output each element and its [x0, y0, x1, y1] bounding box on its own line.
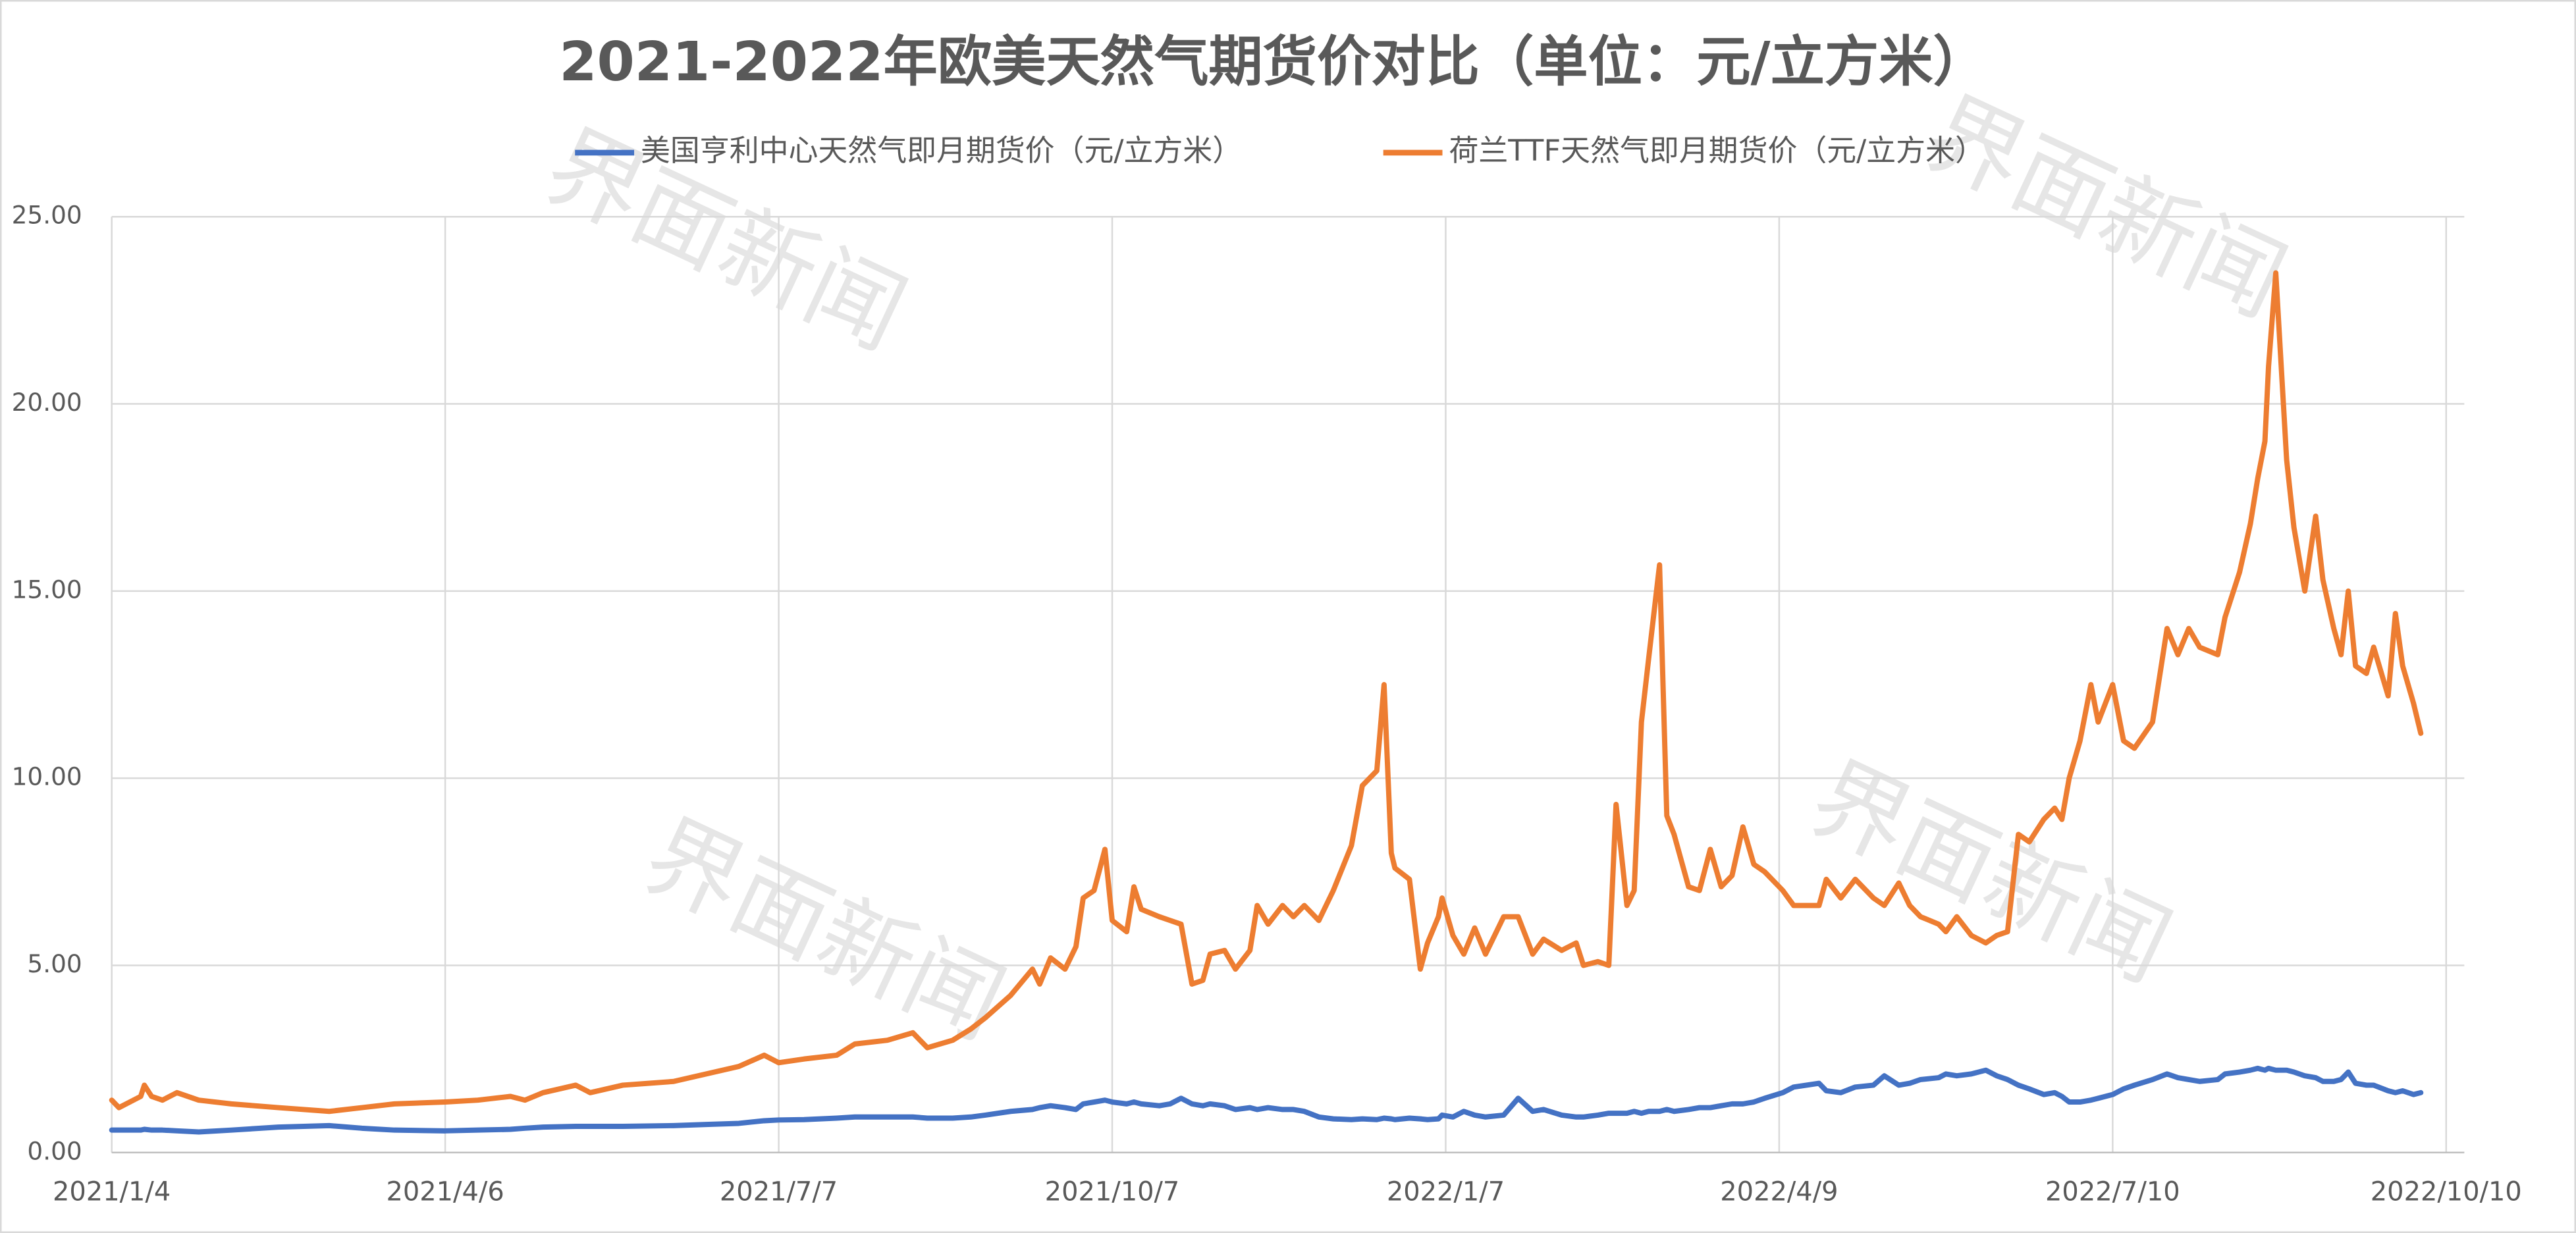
legend-label: 荷兰TTF天然气即月期货价（元/立方米）: [1449, 133, 1985, 168]
x-tick-label: 2022/10/10: [2371, 1177, 2522, 1207]
y-tick-label: 20.00: [12, 388, 82, 417]
x-tick-label: 2021/7/7: [720, 1177, 838, 1207]
x-tick-label: 2021/4/6: [386, 1177, 504, 1207]
y-tick-label: 5.00: [27, 949, 82, 978]
chart-title: 2021-2022年欧美天然气期货价对比（单位：元/立方米）: [559, 31, 1987, 93]
y-tick-label: 25.00: [12, 201, 82, 230]
y-tick-label: 15.00: [12, 575, 82, 604]
y-tick-label: 10.00: [12, 762, 82, 791]
x-tick-label: 2021/10/7: [1045, 1177, 1180, 1207]
x-tick-label: 2022/4/9: [1720, 1177, 1838, 1207]
x-tick-label: 2021/1/4: [53, 1177, 171, 1207]
y-tick-label: 0.00: [27, 1136, 82, 1165]
series-line: [109, 1065, 2424, 1135]
series-line: [109, 270, 2424, 1115]
legend-label: 美国亨利中心天然气即月期货价（元/立方米）: [641, 133, 1242, 168]
x-tick-label: 2022/7/10: [2045, 1177, 2180, 1207]
x-tick-label: 2022/1/7: [1387, 1177, 1505, 1207]
